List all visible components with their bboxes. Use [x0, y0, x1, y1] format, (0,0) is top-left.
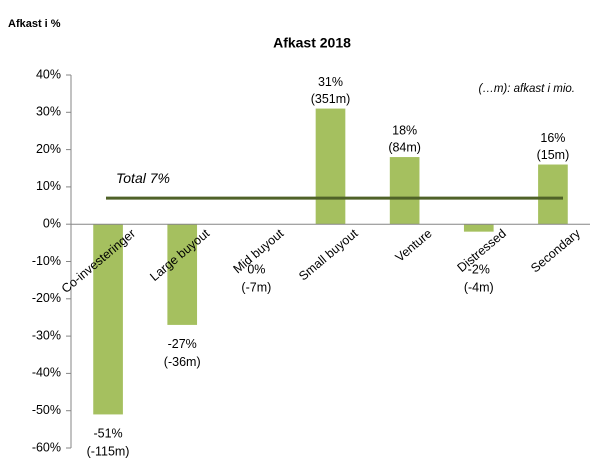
value-label: 31%	[318, 75, 343, 89]
y-axis-label: Afkast i %	[8, 18, 61, 30]
value-label: -51%	[93, 427, 122, 441]
x-tick-label: Small buyout	[296, 226, 361, 284]
y-tick-label: 40%	[36, 67, 61, 81]
amount-label: (-36m)	[164, 355, 201, 369]
x-tick-label: Secondary	[528, 226, 583, 276]
value-label: -2%	[468, 262, 490, 276]
y-tick-label: 30%	[36, 105, 61, 119]
total-label: Total 7%	[116, 170, 170, 186]
y-tick-label: -40%	[32, 366, 61, 380]
value-label: 0%	[247, 262, 265, 276]
x-tick-label: Venture	[393, 226, 435, 264]
amount-label: (-4m)	[464, 280, 494, 294]
chart-title: Afkast 2018	[273, 35, 351, 51]
bar	[463, 224, 494, 232]
note: (…m): afkast i mio.	[479, 83, 575, 95]
bar	[315, 108, 346, 225]
value-label: 16%	[540, 131, 565, 145]
amount-label: (84m)	[388, 140, 421, 154]
value-label: 18%	[392, 123, 417, 137]
y-tick-label: -60%	[32, 440, 61, 454]
amount-label: (15m)	[537, 148, 570, 162]
y-tick-label: -10%	[32, 254, 61, 268]
amount-label: (351m)	[311, 92, 351, 106]
y-tick-label: 20%	[36, 142, 61, 156]
bar	[167, 224, 198, 325]
y-tick-label: -30%	[32, 328, 61, 342]
y-tick-label: -20%	[32, 291, 61, 305]
amount-label: (-7m)	[241, 280, 271, 294]
value-label: -27%	[168, 337, 197, 351]
amount-label: (-115m)	[87, 445, 130, 459]
bar	[538, 164, 568, 225]
bar	[389, 157, 420, 225]
y-tick-label: 10%	[36, 179, 61, 193]
y-tick-label: 0%	[43, 216, 61, 230]
y-tick-label: -50%	[32, 403, 61, 417]
bar	[93, 224, 123, 415]
